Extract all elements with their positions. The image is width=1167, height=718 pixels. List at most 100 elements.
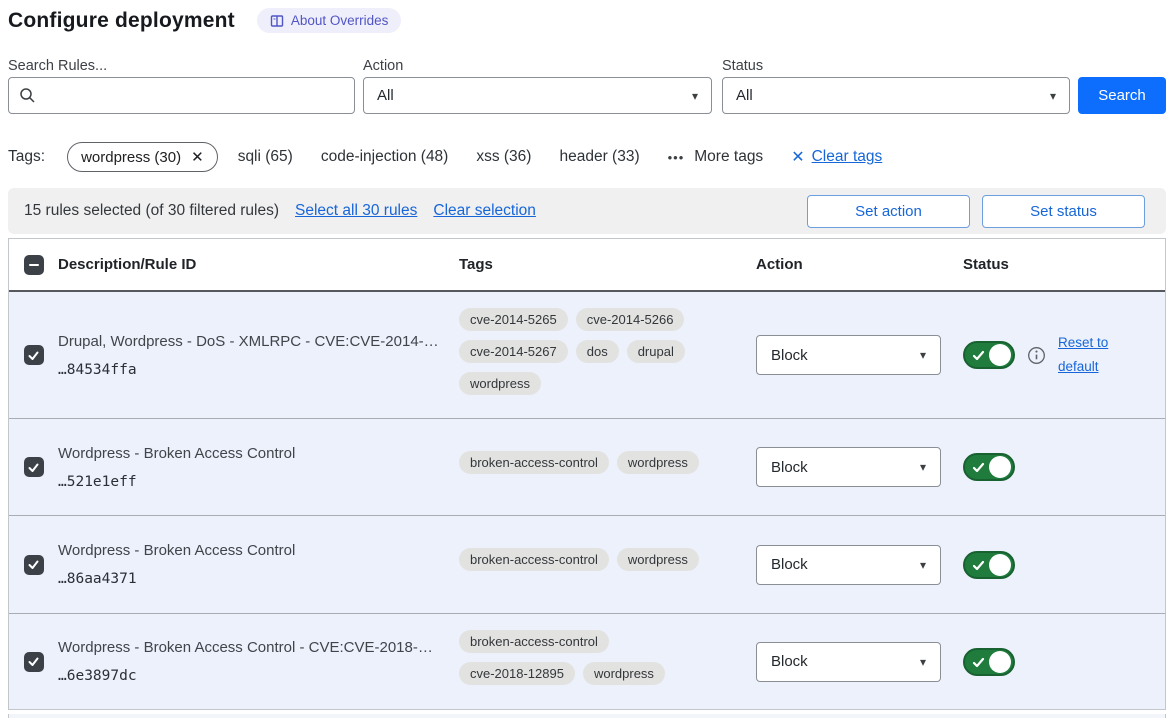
rule-tags: broken-access-control cve-2018-12895 wordp… (459, 614, 756, 709)
status-toggle[interactable] (963, 453, 1015, 481)
status-toggle[interactable] (963, 341, 1015, 369)
toggle-knob (989, 553, 1011, 576)
about-overrides-badge[interactable]: About Overrides (256, 8, 402, 33)
rule-id: …84534ffa (58, 361, 137, 378)
tag-pill: cve-2014-5266 (575, 308, 685, 331)
selected-tag-wordpress[interactable]: wordpress (30) ✕ (67, 142, 218, 172)
action-filter-select[interactable]: All ▾ (363, 77, 712, 114)
select-all-link[interactable]: Select all 30 rules (295, 202, 418, 219)
clear-selection-link[interactable]: Clear selection (433, 202, 536, 219)
tag-pill: broken-access-control (459, 548, 609, 571)
search-button[interactable]: Search (1078, 77, 1166, 114)
rule-description: Wordpress - Broken Access Control (58, 444, 296, 462)
tag-pill: broken-access-control (459, 630, 609, 653)
table-row: Wordpress - Broken Access Control …521e1… (9, 419, 1165, 516)
search-icon (19, 87, 36, 104)
action-select[interactable]: Block ▾ (756, 447, 941, 487)
ellipsis-icon: ••• (667, 149, 685, 165)
page-title: Configure deployment (8, 8, 235, 32)
tag-pill: cve-2014-5267 (459, 340, 568, 363)
header-action: Action (756, 256, 803, 273)
action-select[interactable]: Block ▾ (756, 641, 941, 682)
clear-tags-button[interactable]: ✕ Clear tags (791, 147, 882, 167)
close-icon: ✕ (791, 149, 805, 166)
status-filter-value: All (736, 87, 753, 104)
rule-description: Wordpress - Broken Access Control - CVE:… (58, 639, 433, 656)
chevron-down-icon: ▾ (919, 460, 926, 474)
header-description: Description/Rule ID (58, 256, 197, 273)
action-value: Block (771, 653, 808, 670)
action-filter-value: All (377, 87, 394, 104)
status-toggle[interactable] (963, 647, 1015, 676)
more-tags-button[interactable]: ••• More tags (668, 148, 764, 166)
status-toggle[interactable] (963, 550, 1015, 579)
table-row: Drupal, Wordpress - DoS - XMLRPC - CVE:C… (9, 292, 1165, 419)
remove-tag-icon[interactable]: ✕ (191, 149, 204, 166)
action-value: Block (771, 458, 808, 476)
clear-tags-label: Clear tags (811, 148, 883, 165)
row-checkbox[interactable] (23, 345, 44, 365)
chevron-down-icon: ▾ (919, 348, 926, 362)
tag-pill: dos (575, 340, 619, 363)
action-filter-label: Action (363, 58, 404, 74)
header-tags: Tags (459, 256, 493, 273)
tags-label: Tags: (8, 148, 46, 165)
action-select[interactable]: Block ▾ (756, 544, 941, 585)
tag-filter[interactable]: header (33) (559, 148, 640, 165)
row-checkbox[interactable] (23, 651, 44, 672)
table-row: Wordpress - Broken Access Control - CVE:… (9, 614, 1165, 709)
row-checkbox[interactable] (23, 457, 44, 477)
rule-description: Drupal, Wordpress - DoS - XMLRPC - CVE:C… (58, 332, 439, 350)
tag-filter[interactable]: code-injection (48) (320, 148, 449, 165)
chevron-down-icon: ▾ (1049, 88, 1056, 103)
tag-pill: cve-2014-5265 (459, 308, 568, 331)
chevron-down-icon: ▾ (691, 88, 698, 103)
tag-pill: broken-access-control (459, 450, 609, 474)
action-value: Block (771, 556, 808, 573)
book-icon (270, 14, 284, 28)
status-filter-select[interactable]: All ▾ (722, 77, 1070, 114)
selection-bar: 15 rules selected (of 30 filtered rules)… (8, 188, 1166, 234)
toggle-knob (989, 344, 1011, 366)
tag-pill: wordpress (459, 372, 541, 395)
table-header: Description/Rule ID Tags Action Status (9, 239, 1165, 292)
selection-summary: 15 rules selected (of 30 filtered rules) (24, 202, 280, 219)
tags-bar: Tags: wordpress (30) ✕ sqli (65) code-inj… (8, 139, 1166, 175)
rules-table: Description/Rule ID Tags Action Status D… (8, 238, 1166, 710)
next-row-sliver (8, 714, 1166, 718)
row-checkbox[interactable] (23, 554, 44, 575)
chevron-down-icon: ▾ (919, 557, 926, 572)
selected-tag-label: wordpress (30) (81, 148, 182, 166)
action-select[interactable]: Block ▾ (756, 335, 941, 375)
table-row: Wordpress - Broken Access Control …86aa4… (9, 516, 1165, 614)
rule-id: …86aa4371 (58, 571, 137, 587)
action-value: Block (771, 346, 808, 364)
search-rules-input[interactable] (44, 87, 344, 104)
tag-pill: wordpress (616, 450, 699, 474)
tag-pill: cve-2018-12895 (459, 662, 575, 685)
info-icon[interactable] (1027, 346, 1046, 365)
toggle-knob (989, 456, 1011, 478)
set-status-button[interactable]: Set status (982, 194, 1145, 228)
rule-id: …6e3897dc (58, 668, 137, 684)
rule-id: …521e1eff (58, 473, 137, 490)
about-overrides-label: About Overrides (290, 13, 389, 28)
toggle-knob (989, 650, 1011, 673)
search-rules-box (8, 77, 355, 114)
header-status: Status (963, 256, 1009, 273)
reset-to-default-link[interactable]: Reset to default (1058, 334, 1109, 374)
tag-filter[interactable]: sqli (65) (237, 148, 293, 165)
rule-tags: cve-2014-5265 cve-2014-5266 cve-2014-5267 d… (459, 292, 756, 418)
rule-tags: broken-access-control wordpress (459, 419, 756, 515)
title-row: Configure deployment About Overrides (8, 8, 402, 33)
indeterminate-icon (28, 263, 39, 266)
tag-filter[interactable]: xss (36) (476, 148, 532, 165)
set-action-button[interactable]: Set action (807, 194, 970, 228)
tag-pill: wordpress (616, 548, 699, 571)
rule-tags: broken-access-control wordpress (459, 516, 756, 613)
more-tags-label: More tags (694, 148, 764, 165)
select-all-checkbox[interactable] (23, 254, 44, 275)
tag-pill: drupal (626, 340, 685, 363)
status-filter-label: Status (722, 58, 764, 74)
